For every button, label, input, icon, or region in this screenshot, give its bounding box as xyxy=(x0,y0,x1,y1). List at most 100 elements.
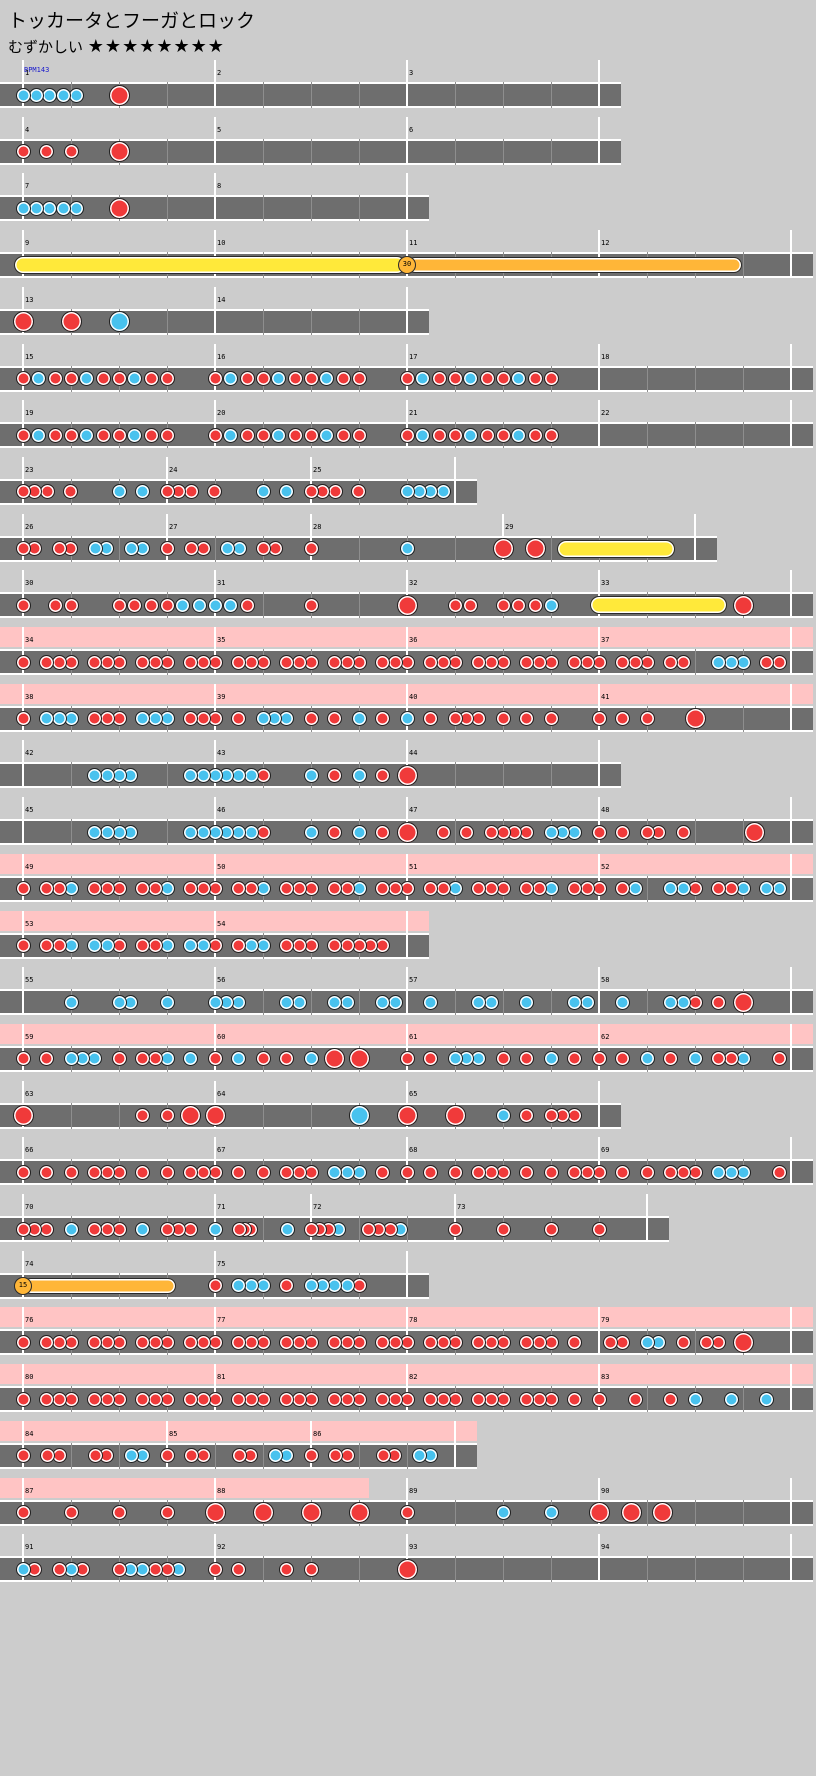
don-note xyxy=(470,1164,486,1180)
don-note xyxy=(303,1221,319,1237)
beat-line xyxy=(455,989,456,1016)
don-note xyxy=(374,1164,390,1180)
don-note xyxy=(351,427,367,443)
don-note xyxy=(38,654,54,670)
beat-line xyxy=(167,195,168,222)
don-note xyxy=(303,1448,319,1464)
don-note xyxy=(543,1221,559,1237)
don-note xyxy=(159,1221,175,1237)
don-note xyxy=(603,1334,619,1350)
ka-note xyxy=(87,541,103,557)
ka-note xyxy=(222,427,238,443)
don-note xyxy=(230,654,246,670)
ka-note xyxy=(723,1164,739,1180)
measure-number: 87 xyxy=(25,1486,34,1495)
big-don-note xyxy=(396,821,418,843)
star-rating: ★★★★★★★★ xyxy=(87,36,225,57)
bar-line xyxy=(790,627,792,675)
bar-line xyxy=(214,1080,216,1129)
don-note xyxy=(771,1051,787,1067)
don-note xyxy=(15,1221,31,1237)
big-ka-note xyxy=(108,311,130,333)
don-note xyxy=(326,824,342,840)
measure-number: 77 xyxy=(217,1316,226,1325)
don-note xyxy=(614,881,630,897)
measure-number: 4 xyxy=(25,125,30,134)
ka-note xyxy=(55,200,71,216)
ka-note xyxy=(69,87,85,103)
bar-line xyxy=(166,456,168,505)
don-note xyxy=(291,1391,307,1407)
don-note xyxy=(375,1448,391,1464)
beat-line xyxy=(695,649,696,675)
measure-number: 42 xyxy=(25,749,34,758)
beat-line xyxy=(71,819,72,846)
bar-line xyxy=(22,683,24,732)
don-note xyxy=(470,881,486,897)
beat-line xyxy=(263,592,264,619)
don-note xyxy=(579,654,595,670)
don-note xyxy=(447,711,463,727)
ka-note xyxy=(639,1051,655,1067)
beat-line xyxy=(455,1499,456,1526)
chart-row: 23 24 25 xyxy=(0,456,816,505)
ka-note xyxy=(230,1278,246,1294)
don-note xyxy=(195,1164,211,1180)
don-note xyxy=(447,371,463,386)
ka-note xyxy=(723,1391,739,1407)
beat-line xyxy=(359,1216,360,1242)
bar-line xyxy=(22,1080,24,1129)
bar-line xyxy=(22,230,24,279)
chart-row: 26 27 28 29 xyxy=(0,513,816,562)
don-note xyxy=(195,1391,211,1407)
don-note xyxy=(459,824,475,840)
don-note xyxy=(243,1334,259,1350)
don-note xyxy=(326,654,342,670)
ka-note xyxy=(86,938,102,953)
beat-line xyxy=(455,82,456,108)
don-note xyxy=(288,427,304,443)
gogo-highlight xyxy=(0,1420,477,1441)
don-note xyxy=(614,654,630,670)
don-note xyxy=(447,427,463,443)
bar-line xyxy=(790,1307,792,1356)
don-note xyxy=(278,1164,294,1180)
bar-line xyxy=(166,513,168,562)
don-note xyxy=(99,1164,115,1180)
ka-note xyxy=(303,1051,319,1067)
measure-number: 49 xyxy=(25,862,34,871)
don-note xyxy=(182,1164,198,1180)
ka-note xyxy=(207,597,223,613)
ka-note xyxy=(318,371,334,386)
bar-line xyxy=(166,1420,168,1469)
don-note xyxy=(134,1164,150,1180)
ka-note xyxy=(111,484,127,500)
don-note xyxy=(435,1391,451,1407)
chart-row: 80 81 82 83 xyxy=(0,1364,816,1413)
ka-note xyxy=(462,371,478,386)
bar-line xyxy=(22,967,24,1016)
measure-number: 9 xyxy=(25,239,30,248)
measure-number: 13 xyxy=(25,295,34,304)
ka-note xyxy=(510,427,526,443)
don-note xyxy=(303,371,319,386)
ka-note xyxy=(758,1391,774,1407)
big-don-note xyxy=(396,764,418,786)
beat-line xyxy=(359,1442,360,1469)
bar-line xyxy=(502,513,504,562)
don-note xyxy=(51,1391,67,1407)
bar-line xyxy=(598,683,600,732)
don-note xyxy=(483,824,499,840)
ka-note xyxy=(78,371,94,386)
don-note xyxy=(111,427,127,443)
measure-number: 79 xyxy=(601,1316,610,1325)
don-note xyxy=(240,597,256,613)
don-note xyxy=(147,1334,163,1350)
don-note xyxy=(159,1108,175,1124)
big-don-note xyxy=(732,991,754,1013)
don-note xyxy=(639,824,655,840)
ka-note xyxy=(495,1505,511,1520)
measure-number: 12 xyxy=(601,239,610,248)
ka-note xyxy=(326,994,342,1010)
bar-line xyxy=(790,1364,792,1413)
